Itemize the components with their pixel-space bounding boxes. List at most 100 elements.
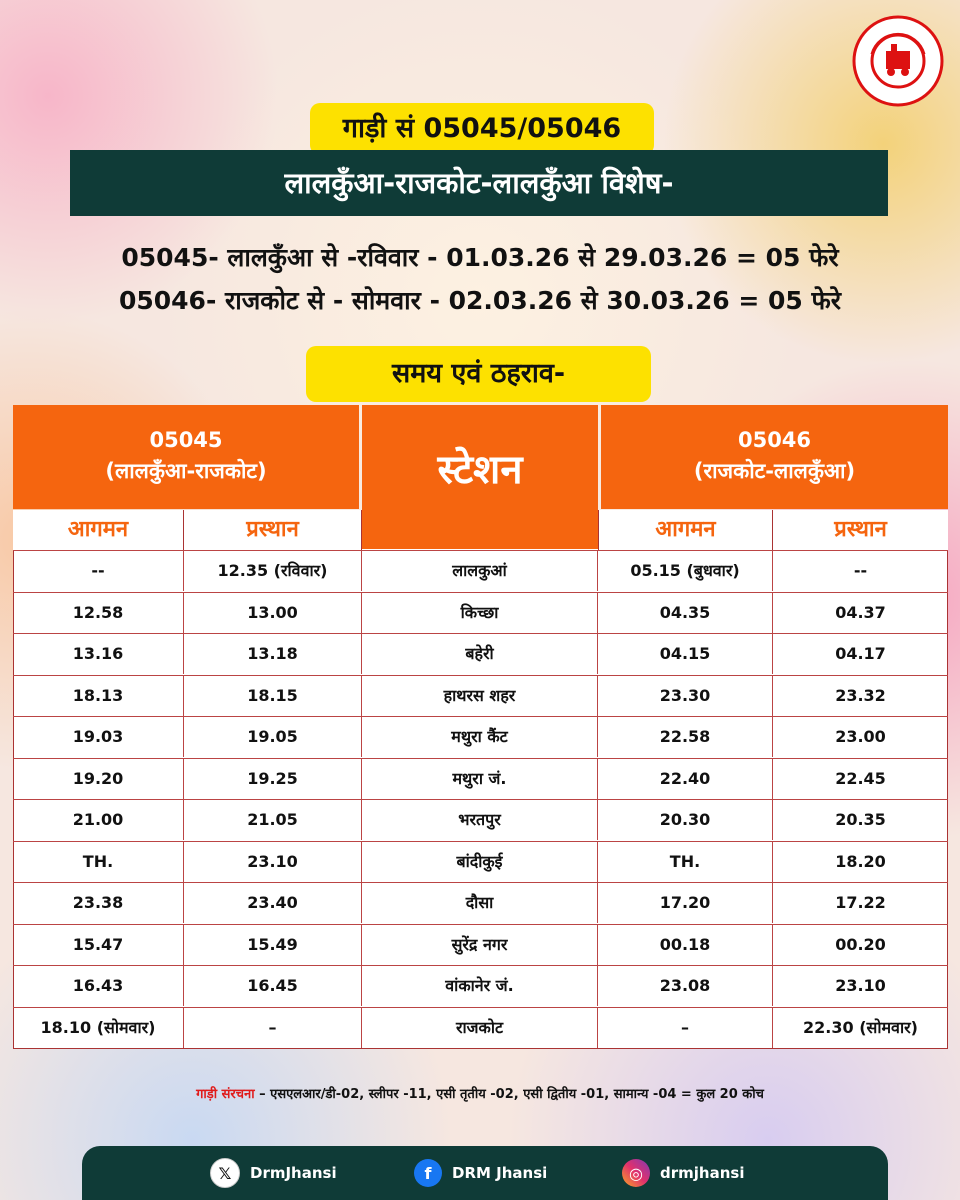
station-name: बांदीकुई xyxy=(362,841,598,882)
arrival-05045: -- xyxy=(13,551,184,591)
table-row: 15.47 15.49 सुरेंद्र नगर 00.18 00.20 xyxy=(13,923,948,965)
instagram-handle: drmjhansi xyxy=(660,1164,745,1182)
x-handle: DrmJhansi xyxy=(250,1164,337,1182)
table-row: 16.43 16.45 वांकानेर जं. 23.08 23.10 xyxy=(13,965,948,1006)
facebook-icon: f xyxy=(414,1159,442,1187)
arrival-05045: TH. xyxy=(13,841,184,882)
composition-text: – एसएलआर/डी-02, स्लीपर -11, एसी तृतीय -0… xyxy=(254,1087,764,1102)
departure-05045: 19.05 xyxy=(184,717,362,757)
station-name: मथुरा जं. xyxy=(362,758,598,799)
arrival-05046: 04.35 xyxy=(598,592,773,633)
right-train-header: 05046 (राजकोट-लालकुँआ) xyxy=(601,405,948,509)
station-name: वांकानेर जं. xyxy=(362,966,598,1006)
table-row: 23.38 23.40 दौसा 17.20 17.22 xyxy=(13,882,948,923)
arrival-05045: 21.00 xyxy=(13,800,184,840)
composition-label: गाड़ी संरचना xyxy=(196,1087,255,1102)
table-row: 18.13 18.15 हाथरस शहर 23.30 23.32 xyxy=(13,674,948,716)
right-train-number: 05046 xyxy=(737,428,812,452)
station-name: दौसा xyxy=(362,883,598,923)
departure-05045: 15.49 xyxy=(184,924,362,965)
table-row: 19.20 19.25 मथुरा जं. 22.40 22.45 xyxy=(13,757,948,799)
arrival-05045: 19.03 xyxy=(13,717,184,757)
departure-05046: 04.37 xyxy=(835,602,886,622)
arrival-05046: 20.30 xyxy=(598,800,773,840)
arrival-05045: 16.43 xyxy=(13,966,184,1006)
departure-05046: 22.45 xyxy=(835,768,886,788)
left-train-route: (लालकुँआ-राजकोट) xyxy=(105,459,267,483)
departure-05046: 18.20 xyxy=(835,851,886,871)
left-train-number: 05045 xyxy=(149,428,223,452)
station-name: बहेरी xyxy=(362,634,598,674)
arrival-05046: 00.18 xyxy=(598,924,773,965)
arrival-05046: 22.40 xyxy=(598,758,773,799)
table-row: TH. 23.10 बांदीकुई TH. 18.20 xyxy=(13,840,948,882)
arrival-05046: 05.15 (बुधवार) xyxy=(598,551,773,591)
departure-05046: -- xyxy=(853,561,868,580)
x-link[interactable]: 𝕏 DrmJhansi xyxy=(210,1158,337,1188)
departure-05045: 12.35 (रविवार) xyxy=(184,551,362,591)
arrival-05046: 22.58 xyxy=(598,717,773,757)
station-name: राजकोट xyxy=(362,1007,598,1048)
arrival-05045: 13.16 xyxy=(13,634,184,674)
departure-05045: 13.18 xyxy=(184,634,362,674)
departure-05046: 23.00 xyxy=(835,727,886,746)
departure-05045: 23.10 xyxy=(184,841,362,882)
left-train-header: 05045 (लालकुँआ-राजकोट) xyxy=(13,405,359,509)
arrival-05046: 17.20 xyxy=(598,883,773,923)
arrival-05045: 18.13 xyxy=(13,675,184,716)
departure-05046: 23.10 xyxy=(835,976,886,995)
instagram-icon: ◎ xyxy=(622,1159,650,1187)
departure-05045: 21.05 xyxy=(184,800,362,840)
timing-title: समय एवं ठहराव- xyxy=(306,346,651,402)
table-row: 18.10 (सोमवार) – राजकोट –22.30 (सोमवार) xyxy=(13,1006,948,1048)
right-departure-header: प्रस्थान xyxy=(773,510,948,550)
route-title: लालकुँआ-राजकोट-लालकुँआ विशेष- xyxy=(70,150,888,216)
station-name: लालकुआं xyxy=(362,551,598,591)
table-row: 13.16 13.18 बहेरी 04.15 04.17 xyxy=(13,633,948,674)
table-row: -- 12.35 (रविवार) लालकुआं 05.15 (बुधवार) -- xyxy=(13,550,948,591)
departure-05046: 00.20 xyxy=(835,934,886,954)
arrival-05046: 23.08 xyxy=(598,966,773,1006)
table-row: 19.03 19.05 मथुरा कैंट 22.58 23.00 xyxy=(13,716,948,757)
departure-05046: 23.32 xyxy=(835,685,886,705)
arrival-05045: 15.47 xyxy=(13,924,184,965)
station-name: भरतपुर xyxy=(362,800,598,840)
arrival-05045: 12.58 xyxy=(13,592,184,633)
train-number: गाड़ी सं 05045/05046 xyxy=(310,103,654,155)
facebook-handle: DRM Jhansi xyxy=(452,1164,548,1182)
arrival-05045: 18.10 (सोमवार) xyxy=(13,1007,184,1048)
schedule-line-05045: 05045- लालकुँआ से -रविवार - 01.03.26 से … xyxy=(121,243,839,272)
arrival-05046: 23.30 xyxy=(598,675,773,716)
departure-05046: 17.22 xyxy=(835,893,886,912)
arrival-05046: TH. xyxy=(598,841,773,882)
departure-05046: 04.17 xyxy=(835,644,886,663)
station-name: सुरेंद्र नगर xyxy=(362,924,598,965)
departure-05045: 23.40 xyxy=(184,883,362,923)
departure-05045: 16.45 xyxy=(184,966,362,1006)
station-header: स्टेशन xyxy=(362,405,598,549)
departure-05045: – xyxy=(184,1007,362,1048)
facebook-link[interactable]: f DRM Jhansi xyxy=(414,1158,547,1188)
timetable xyxy=(13,510,948,1049)
departure-05046: 20.35 xyxy=(835,810,886,829)
station-name: मथुरा कैंट xyxy=(362,717,598,757)
train-composition: गाड़ी संरचना – एसएलआर/डी-02, स्लीपर -11,… xyxy=(0,1084,960,1102)
social-footer: 𝕏 DrmJhansi f DRM Jhansi ◎ drmjhansi xyxy=(82,1146,888,1200)
departure-05045: 13.00 xyxy=(184,592,362,633)
departure-05046: 22.30 (सोमवार) xyxy=(803,1017,918,1037)
schedule-line-05046: 05046- राजकोट से - सोमवार - 02.03.26 से … xyxy=(118,286,842,315)
arrival-05046: – xyxy=(598,1007,773,1048)
x-icon: 𝕏 xyxy=(210,1158,240,1188)
table-row: 12.58 13.00 किच्छा 04.35 04.37 xyxy=(13,591,948,633)
departure-05045: 18.15 xyxy=(184,675,362,716)
departure-05045: 19.25 xyxy=(184,758,362,799)
instagram-link[interactable]: ◎ drmjhansi xyxy=(622,1158,744,1188)
right-arrival-header: आगमन xyxy=(598,510,773,550)
right-train-route: (राजकोट-लालकुँआ) xyxy=(693,459,856,483)
left-departure-header: प्रस्थान xyxy=(184,510,362,550)
arrival-05045: 23.38 xyxy=(13,883,184,923)
station-name: हाथरस शहर xyxy=(362,675,598,716)
arrival-05045: 19.20 xyxy=(13,758,184,799)
indian-railways-logo xyxy=(852,15,944,107)
left-arrival-header: आगमन xyxy=(13,510,184,550)
